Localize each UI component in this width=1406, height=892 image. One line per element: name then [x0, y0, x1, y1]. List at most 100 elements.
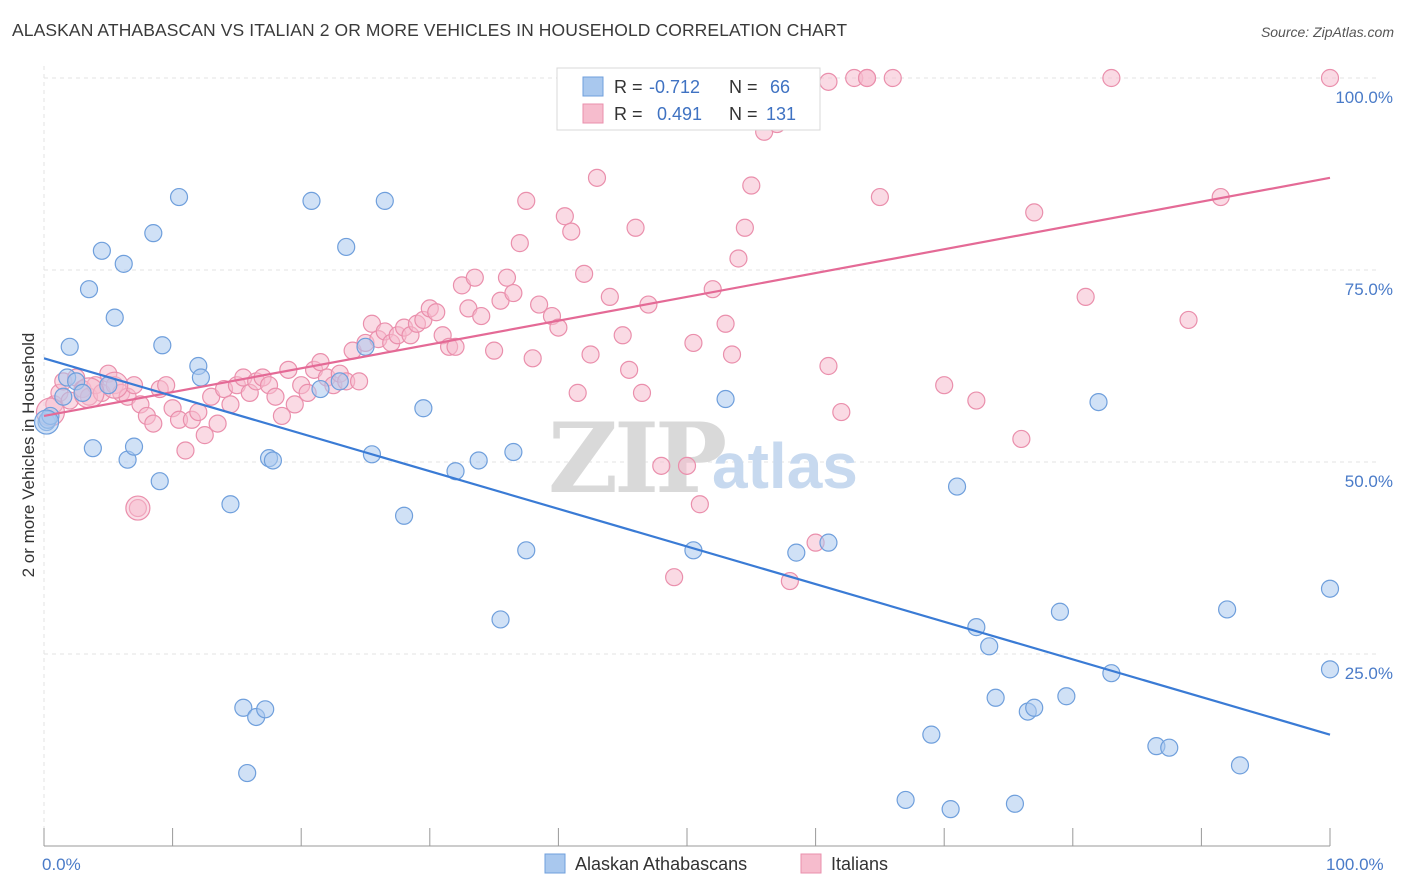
alaskan-athabascans-point: [716, 389, 735, 409]
italians-point: [575, 264, 594, 283]
y-tick-labels: 25.0% 50.0% 75.0% 100.0%: [1335, 88, 1393, 683]
alaskan-athabascans-point: [896, 790, 915, 810]
y-tick-label: 25.0%: [1345, 664, 1393, 683]
italians-point: [819, 72, 838, 91]
alaskan-athabascans-point: [1005, 794, 1025, 813]
italians-point: [1012, 429, 1031, 449]
italians-point: [349, 372, 369, 391]
alaskan-athabascans-trend-line: [43, 357, 1331, 736]
italians-point: [272, 406, 292, 426]
alaskan-athabascans-point: [980, 637, 999, 656]
alaskan-athabascans-point: [330, 372, 349, 391]
watermark-atlas: atlas: [712, 430, 858, 502]
alaskan-athabascans-point: [504, 442, 523, 462]
alaskan-athabascans-point: [105, 308, 124, 327]
chart-title: ALASKAN ATHABASCAN VS ITALIAN 2 OR MORE …: [12, 20, 848, 40]
alaskan-athabascans-point: [787, 543, 806, 562]
legend-n-value-1: 66: [770, 77, 790, 97]
alaskan-athabascans-point: [1160, 738, 1179, 757]
alaskan-athabascans-point: [92, 241, 111, 260]
alaskan-athabascans-point: [1050, 602, 1070, 621]
alaskan-athabascans-point: [1230, 756, 1250, 775]
italians-point: [427, 303, 446, 322]
italians-point: [613, 326, 632, 345]
legend-swatch-pink: [582, 103, 604, 124]
alaskan-athabascans-point: [169, 187, 189, 207]
alaskan-athabascans-point: [191, 368, 210, 387]
italians-point: [568, 383, 587, 402]
italians-point: [832, 402, 851, 422]
alaskan-athabascans-point: [337, 237, 356, 257]
alaskan-athabascans-point: [79, 280, 99, 299]
x-ticks: [43, 828, 1331, 846]
alaskan-athabascans-points: [33, 187, 1340, 819]
alaskan-athabascans-point: [414, 399, 433, 418]
series-legend-swatch-blue: [544, 853, 566, 874]
alaskan-athabascans-point: [1218, 600, 1237, 619]
alaskan-athabascans-point: [1320, 579, 1340, 598]
series-legend-label-blue: Alaskan Athabascans: [575, 854, 747, 874]
italians-point: [208, 414, 227, 433]
alaskan-athabascans-point: [947, 477, 967, 496]
italians-point: [742, 176, 761, 195]
italians-point: [530, 295, 549, 314]
series-legend: Alaskan Athabascans Italians: [544, 853, 888, 874]
alaskan-athabascans-point: [941, 800, 960, 819]
italians-point: [266, 387, 285, 406]
legend-n-value-2: 131: [766, 104, 796, 124]
watermark: ZIP atlas: [548, 402, 858, 515]
x-tick-label-min: 0.0%: [42, 855, 81, 874]
alaskan-athabascans-point: [302, 191, 321, 210]
alaskan-athabascans-point: [256, 700, 275, 719]
italians-point: [555, 207, 574, 226]
alaskan-athabascans-point: [394, 506, 414, 525]
italians-point: [967, 391, 986, 410]
alaskan-athabascans-point: [153, 336, 172, 355]
italians-point: [581, 345, 600, 364]
alaskan-athabascans-point: [83, 439, 102, 458]
italians-point: [1025, 203, 1044, 222]
alaskan-athabascans-point: [144, 224, 163, 243]
italians-point: [497, 268, 517, 287]
italians-point: [523, 349, 542, 368]
alaskan-athabascans-point: [73, 383, 92, 402]
italians-point: [1320, 68, 1340, 88]
italians-point: [600, 287, 619, 306]
alaskan-athabascans-point: [986, 688, 1005, 707]
alaskan-athabascans-point: [60, 337, 79, 356]
italians-point: [285, 395, 304, 414]
legend-r-label-2: R =: [614, 104, 643, 124]
alaskan-athabascans-point: [819, 533, 838, 552]
source-label: Source: ZipAtlas.com: [1260, 24, 1394, 40]
alaskan-athabascans-point: [234, 698, 253, 717]
italians-point: [510, 234, 529, 253]
italians-point: [176, 441, 195, 460]
italians-point: [472, 306, 491, 326]
italians-point: [819, 356, 838, 376]
italians-point: [716, 314, 735, 333]
alaskan-athabascans-point: [124, 437, 144, 456]
italians-point: [722, 345, 742, 364]
italians-point: [684, 333, 703, 353]
alaskan-athabascans-point: [1320, 660, 1340, 679]
alaskan-athabascans-point: [922, 725, 941, 744]
italians-point: [125, 495, 151, 521]
italians-point: [517, 191, 536, 210]
alaskan-athabascans-point: [263, 451, 283, 470]
italians-point: [677, 456, 697, 475]
italians-point: [144, 414, 163, 433]
alaskan-athabascans-point: [469, 451, 488, 470]
stats-legend: R = -0.712 N = 66 R = 0.491 N = 131: [556, 67, 821, 131]
series-legend-swatch-pink: [800, 853, 822, 874]
alaskan-athabascans-point: [238, 763, 257, 783]
italians-point: [1179, 310, 1198, 330]
italians-point: [587, 168, 607, 187]
alaskan-athabascans-point: [114, 254, 133, 273]
trend-lines: [43, 176, 1331, 736]
italians-point: [1102, 68, 1121, 88]
italians-point: [703, 280, 722, 299]
italians-point: [652, 456, 671, 475]
italians-point: [485, 341, 504, 360]
italians-point: [311, 353, 330, 372]
